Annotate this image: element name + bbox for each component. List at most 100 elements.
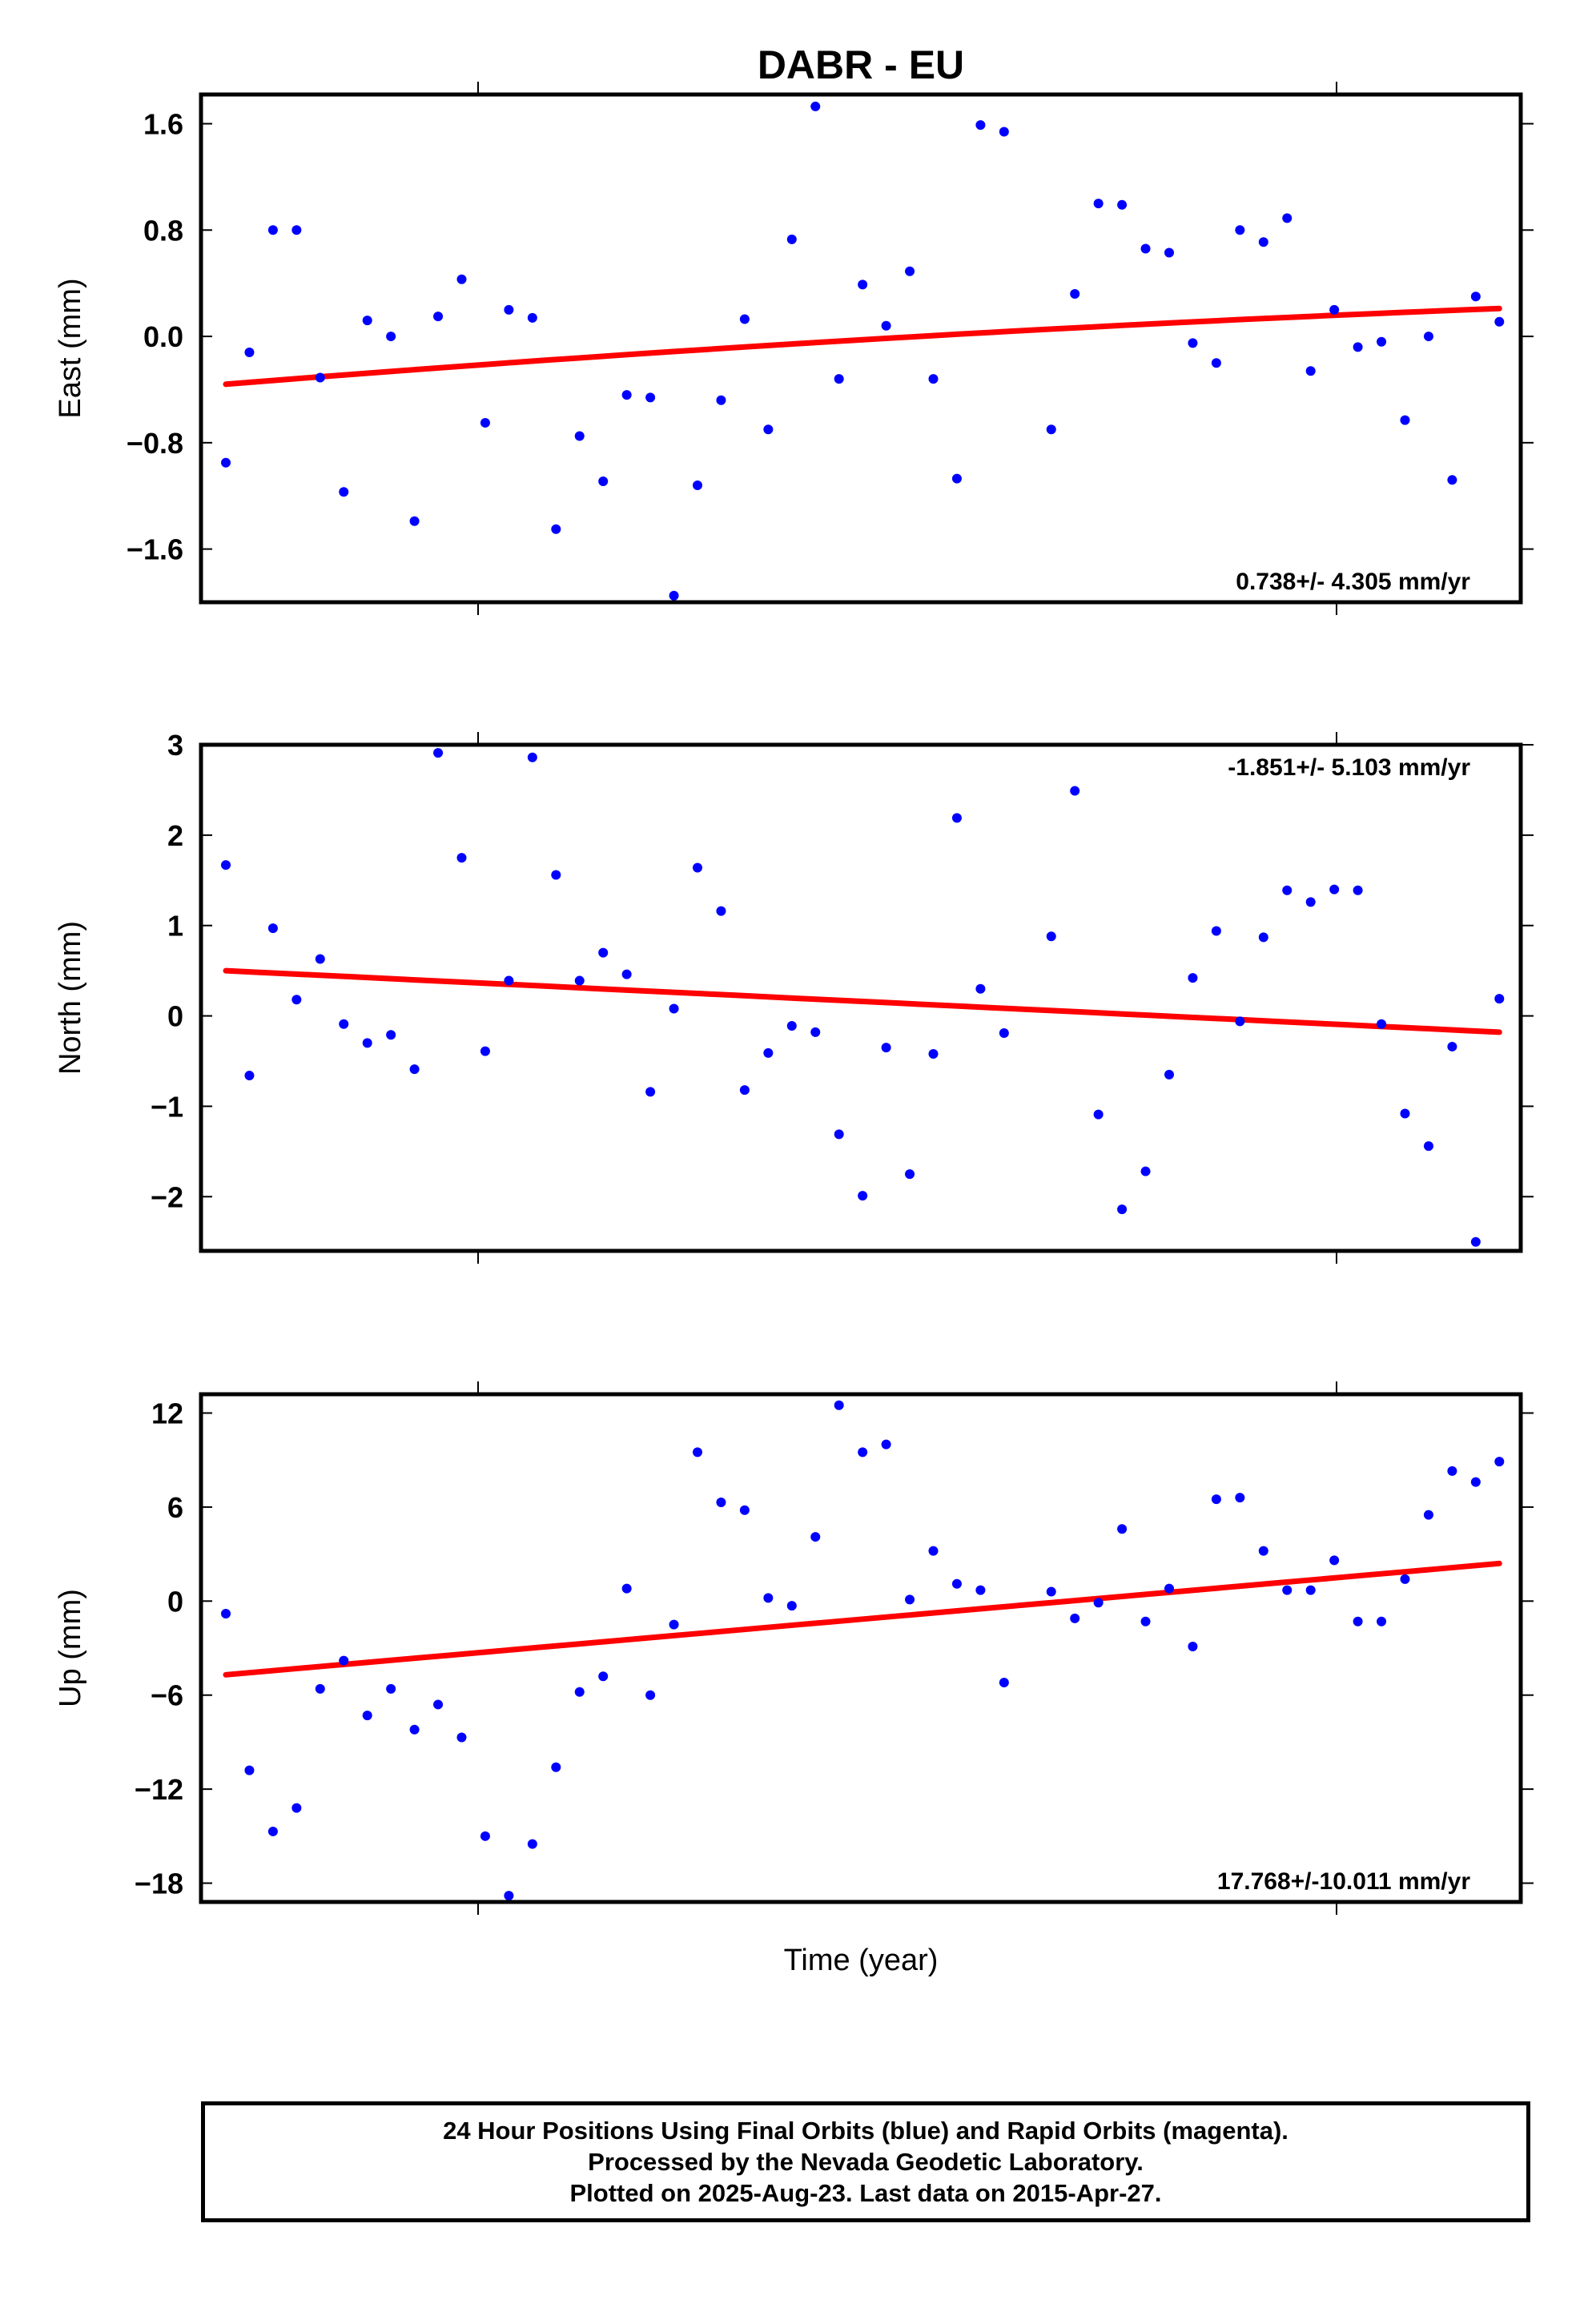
- up-data-point: [1447, 1466, 1457, 1476]
- caption-line-2: Processed by the Nevada Geodetic Laborat…: [588, 2148, 1144, 2176]
- up-plot-frame: [199, 1392, 1523, 1904]
- east-y-axis-label: East (mm): [54, 278, 87, 418]
- north-data-point: [267, 923, 278, 934]
- north-data-point: [669, 1003, 679, 1014]
- north-data-point: [1423, 1141, 1433, 1152]
- east-data-point: [1140, 243, 1151, 254]
- east-data-point: [1258, 237, 1268, 247]
- north-data-point: [480, 1046, 490, 1056]
- north-data-point: [645, 1087, 656, 1097]
- north-ytick-label: 1: [167, 910, 183, 943]
- north-data-point: [905, 1169, 915, 1180]
- east-data-point: [267, 225, 278, 235]
- north-data-point: [551, 870, 561, 880]
- up-data-point: [999, 1678, 1009, 1688]
- north-rate-annotation: -1.851+/- 5.103 mm/yr: [1228, 754, 1470, 781]
- east-data-point: [1211, 358, 1221, 368]
- east-data-point: [645, 392, 656, 403]
- caption-line-3: Plotted on 2025-Aug-23. Last data on 201…: [569, 2179, 1162, 2207]
- up-data-point: [291, 1803, 302, 1813]
- east-data-point: [1164, 247, 1174, 258]
- up-data-point: [1093, 1598, 1104, 1608]
- north-data-point: [339, 1019, 349, 1029]
- up-data-point: [1258, 1546, 1268, 1556]
- up-data-point: [598, 1671, 609, 1682]
- north-data-point: [1140, 1166, 1151, 1176]
- up-ytick-label: 0: [167, 1585, 183, 1618]
- up-ytick-label: 6: [167, 1491, 183, 1524]
- up-data-point: [574, 1687, 585, 1697]
- up-data-point: [1117, 1524, 1128, 1534]
- up-data-point: [1046, 1586, 1056, 1597]
- east-data-point: [928, 374, 939, 384]
- north-data-point: [834, 1129, 844, 1140]
- up-ytick-label: 12: [151, 1397, 183, 1429]
- east-data-point: [574, 431, 585, 441]
- east-data-point: [834, 374, 844, 384]
- east-data-point: [999, 127, 1009, 137]
- east-ytick-label: 1.6: [143, 108, 183, 141]
- north-data-point: [244, 1071, 255, 1081]
- north-data-point: [951, 813, 962, 823]
- north-data-point: [975, 983, 986, 994]
- north-ytick-label: 0: [167, 1000, 183, 1033]
- east-data-point: [409, 516, 420, 526]
- east-data-point: [763, 424, 774, 435]
- up-rate-annotation: 17.768+/-10.011 mm/yr: [1217, 1868, 1470, 1895]
- east-data-point: [1494, 316, 1505, 327]
- up-data-point: [693, 1447, 702, 1458]
- panel-up: 12 6 0 −6 −12 −18 Up (mm) 17.768+/-10.011 mm/yr: [54, 1381, 1534, 1915]
- north-data-point: [527, 752, 537, 762]
- up-data-point: [975, 1585, 986, 1595]
- east-ytick-label: 0.0: [143, 320, 183, 353]
- panel-east: 1.6 0.8 0.0 −0.8 −1.6 East (mm) 0.738+/- 4.305…: [54, 82, 1534, 615]
- up-data-point: [621, 1583, 632, 1594]
- north-data-point: [433, 748, 444, 758]
- east-data-point: [1093, 199, 1104, 209]
- up-data-point: [810, 1532, 821, 1542]
- up-trend-line: [223, 1560, 1502, 1678]
- east-data-point: [1305, 366, 1316, 376]
- north-data-point: [1282, 885, 1292, 895]
- up-data-point: [1470, 1477, 1481, 1487]
- up-data-point: [645, 1690, 656, 1700]
- east-data-point: [433, 312, 444, 322]
- up-data-point: [1211, 1494, 1221, 1505]
- north-data-point: [1046, 931, 1056, 942]
- up-data-point: [551, 1762, 561, 1772]
- east-data-point: [315, 372, 325, 383]
- north-plot-frame: [199, 742, 1523, 1253]
- east-rate-annotation: 0.738+/- 4.305 mm/yr: [1236, 569, 1470, 595]
- east-data-point: [244, 347, 255, 357]
- east-data-point: [669, 590, 679, 601]
- north-data-point: [1400, 1108, 1410, 1119]
- north-data-point: [999, 1028, 1009, 1039]
- east-data-point: [975, 120, 986, 131]
- up-data-point: [1188, 1642, 1198, 1652]
- north-data-point: [1305, 897, 1316, 907]
- north-data-point: [1470, 1236, 1481, 1247]
- chart-title: DABR - EU: [758, 42, 964, 87]
- up-data-point: [858, 1447, 868, 1458]
- up-data-point: [928, 1546, 939, 1556]
- up-data-point: [480, 1831, 490, 1841]
- up-data-point: [244, 1765, 255, 1775]
- east-data-point: [810, 101, 821, 111]
- north-data-point: [881, 1043, 891, 1053]
- north-data-point: [1164, 1069, 1174, 1080]
- east-data-point: [905, 266, 915, 276]
- up-data-point: [905, 1594, 915, 1605]
- up-data-point: [1070, 1613, 1080, 1623]
- north-data-point: [928, 1048, 939, 1059]
- up-data-point: [669, 1619, 679, 1630]
- east-data-point: [386, 332, 396, 342]
- east-data-point: [1070, 288, 1080, 299]
- up-y-axis-label: Up (mm): [54, 1589, 87, 1707]
- up-data-point: [315, 1683, 325, 1694]
- north-data-point: [1211, 926, 1221, 936]
- east-data-point: [621, 390, 632, 400]
- east-ytick-label: 0.8: [143, 214, 183, 247]
- up-data-point: [786, 1601, 797, 1611]
- north-data-point: [1329, 884, 1340, 895]
